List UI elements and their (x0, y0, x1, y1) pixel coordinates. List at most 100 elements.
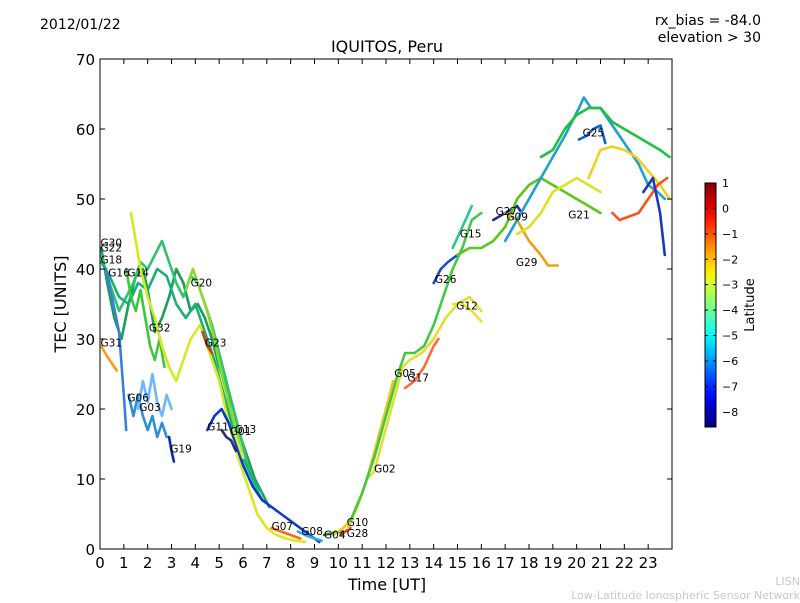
series-line-g27 (492, 204, 524, 222)
sat-label-g29: G29 (516, 257, 538, 269)
sat-label-g23: G23 (205, 338, 227, 350)
colorbar-gradient (704, 182, 717, 428)
series-line-g31 (99, 344, 118, 372)
colorbar-tick-label: −2 (722, 253, 738, 266)
x-tick-label: 13 (400, 554, 419, 572)
series-line-s2 (539, 106, 671, 159)
series-line-g09 (456, 176, 602, 257)
colorbar-tick-label: −1 (722, 228, 738, 241)
sat-label-g27: G27 (496, 206, 517, 218)
series-line-g07 (270, 526, 302, 540)
elevation-label: elevation > 30 (657, 30, 761, 46)
x-tick-label: 21 (591, 554, 610, 572)
sat-label-g18: G18 (101, 254, 123, 266)
sat-label-g15: G15 (460, 229, 482, 241)
x-tick-label: 15 (448, 554, 467, 572)
sat-label-g19: G19 (170, 443, 192, 455)
series-line-g01 (220, 428, 238, 453)
y-tick-label: 0 (85, 541, 95, 559)
sat-label-g02: G02 (374, 464, 396, 476)
y-axis-ticks: 0 10 20 30 40 50 60 70 (76, 51, 672, 559)
colorbar-tick-label: −7 (722, 380, 738, 393)
y-tick-label: 10 (76, 471, 95, 489)
sat-label-g31: G31 (101, 338, 123, 350)
colorbar-tick-label: −4 (722, 304, 738, 317)
series-line-g08 (296, 530, 323, 542)
colorbar-tick-label: −8 (722, 406, 738, 419)
series-line-g17 (403, 337, 440, 390)
rx-bias-label: rx_bias = -84.0 (654, 13, 761, 29)
sat-label-g04: G04 (324, 530, 346, 542)
y-tick-label: 50 (76, 191, 95, 209)
colorbar-tick-label: −3 (722, 279, 738, 292)
series-line-g10 (332, 379, 395, 537)
x-tick-label: 8 (286, 554, 296, 572)
series-line-g28 (339, 526, 352, 537)
x-tick-label: 11 (353, 554, 372, 572)
series-line-g06 (127, 393, 168, 439)
plot-lines (99, 96, 671, 544)
x-tick-label: 3 (167, 554, 177, 572)
x-tick-label: 12 (376, 554, 395, 572)
y-tick-label: 20 (76, 401, 95, 419)
series-line-g23 (201, 330, 214, 355)
x-tick-label: 0 (95, 554, 105, 572)
series-line-g21 (515, 176, 602, 236)
sat-label-g17: G17 (407, 373, 429, 385)
series-line-g13 (232, 428, 245, 460)
series-line-g25 (577, 124, 607, 145)
footer-lisn: LISN (775, 575, 800, 588)
x-tick-label: 23 (639, 554, 658, 572)
sat-label-g01: G01 (230, 426, 252, 438)
sat-label-g30: G30 (101, 238, 123, 250)
y-axis-label: TEC [UNITS] (51, 256, 70, 354)
x-tick-label: 9 (310, 554, 320, 572)
sat-label-g28: G28 (347, 528, 369, 540)
x-tick-label: 20 (567, 554, 586, 572)
colorbar-tick-label: 1 (722, 177, 729, 190)
x-tick-label: 6 (238, 554, 248, 572)
sat-label-g03: G03 (139, 402, 161, 414)
x-tick-label: 7 (262, 554, 272, 572)
x-tick-label: 2 (143, 554, 153, 572)
latitude-colorbar: 1 0 −1 −2 −3 −4 −5 −6 −7 −8 (704, 177, 738, 428)
series-line-g16 (104, 267, 128, 432)
colorbar-label: Latitude (743, 278, 758, 332)
series-line-s1 (503, 96, 667, 243)
x-tick-label: 16 (472, 554, 491, 572)
x-tick-label: 1 (119, 554, 129, 572)
colorbar-tick-label: −6 (722, 355, 738, 368)
series-line-g02 (346, 295, 483, 530)
sat-label-g25: G25 (583, 128, 605, 140)
x-tick-label: 4 (191, 554, 201, 572)
series-line-s4 (611, 176, 669, 222)
sat-label-g09: G09 (506, 212, 528, 224)
sat-label-g21: G21 (568, 210, 590, 222)
series-line-g05 (349, 211, 483, 523)
sat-label-g13: G13 (235, 424, 257, 436)
sat-label-g12: G12 (456, 301, 478, 313)
x-tick-label: 17 (496, 554, 515, 572)
bias-info: rx_bias = -84.0 elevation > 30 (655, 13, 761, 47)
y-tick-label: 40 (76, 261, 95, 279)
series-line-g26 (432, 253, 459, 285)
y-tick-label: 70 (76, 51, 95, 69)
x-tick-label: 19 (543, 554, 562, 572)
sat-label-g05: G05 (394, 368, 416, 380)
series-line-g32 (129, 211, 307, 544)
sat-label-g10: G10 (347, 517, 369, 529)
footer: LISN Low-Latitude Ionospheric Sensor Net… (571, 575, 800, 603)
y-tick-label: 60 (76, 121, 95, 139)
series-line-g12 (451, 302, 483, 323)
sat-label-g11: G11 (207, 422, 229, 434)
series-line-g04 (322, 530, 345, 537)
series-line-g20 (184, 267, 245, 460)
sat-label-g06: G06 (127, 392, 149, 404)
sat-label-g26: G26 (435, 274, 457, 286)
series-line-g03 (136, 372, 173, 418)
date-label: 2012/01/22 (40, 17, 121, 33)
x-tick-label: 18 (519, 554, 538, 572)
series-line-g11 (206, 407, 321, 544)
